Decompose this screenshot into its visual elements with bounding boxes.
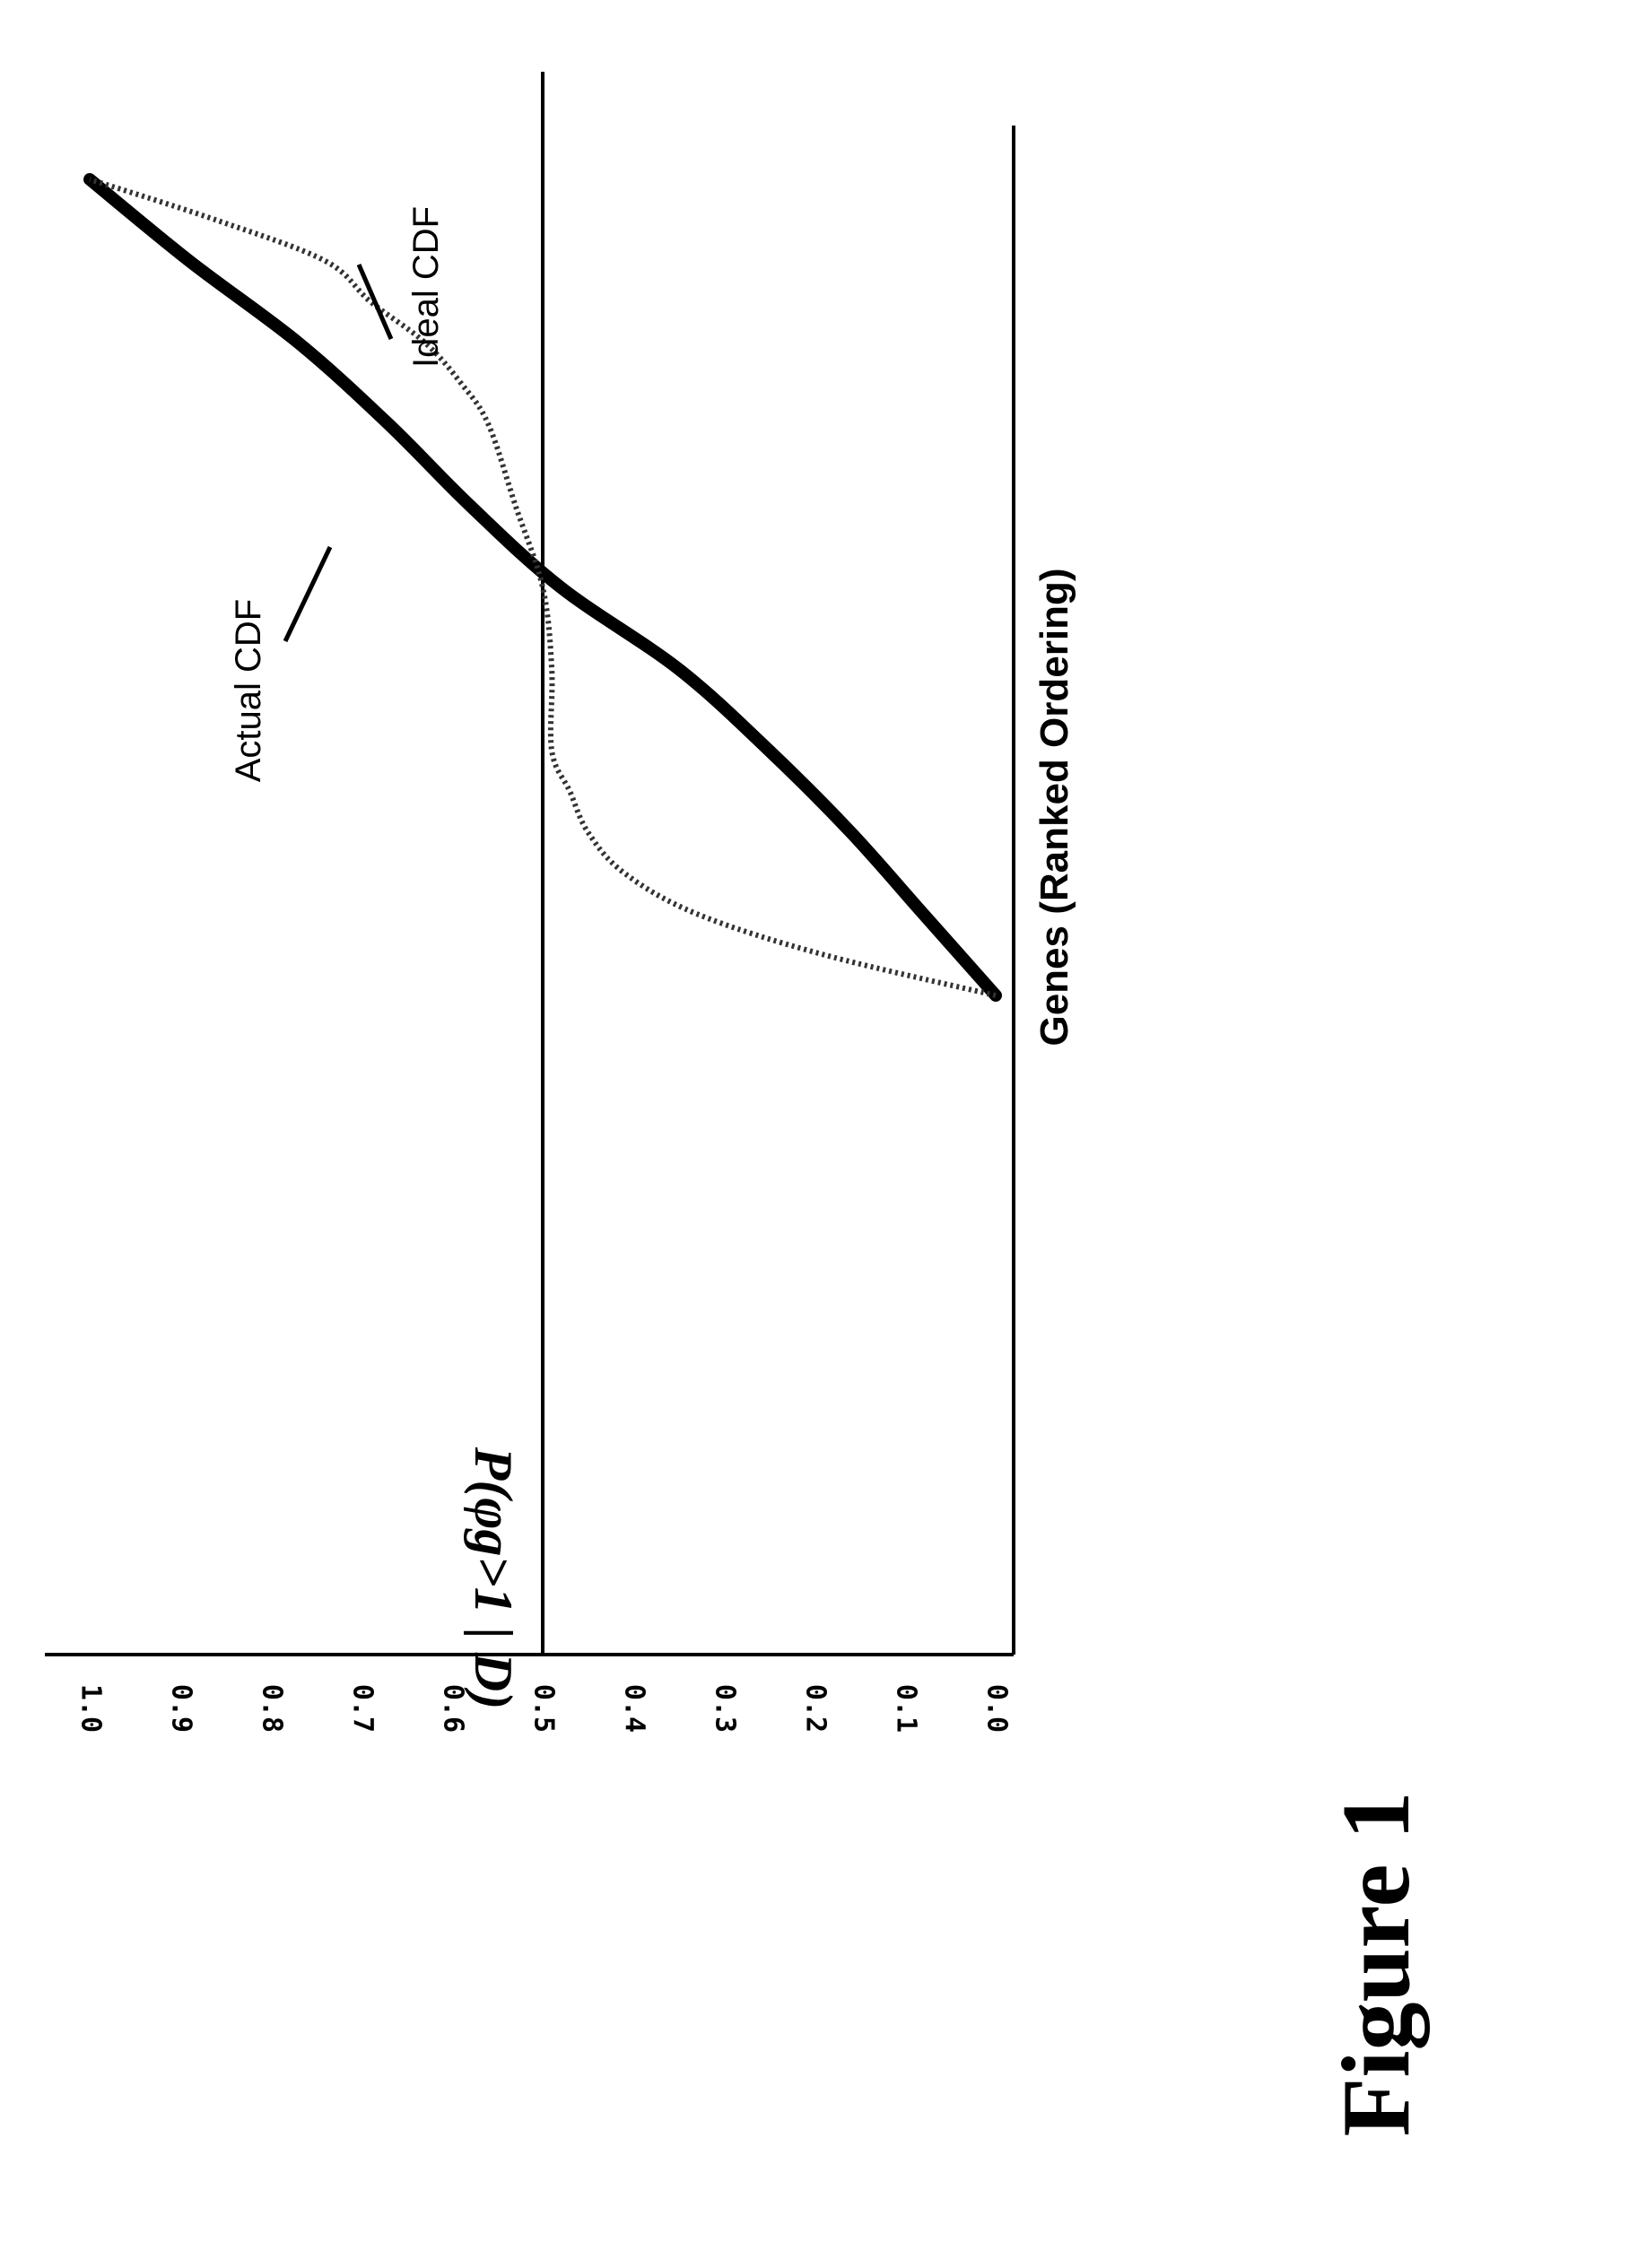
actual-cdf-leader-line [285,547,330,641]
x-axis-label: Genes (Ranked Ordering) [1032,568,1076,1046]
y-tick-label: 0.0 [981,1684,1013,1733]
plot-area: 0.00.10.20.30.40.50.60.70.80.91.0Actual … [45,72,1014,1733]
y-tick-label: 0.4 [619,1684,650,1733]
y-tick-label: 0.1 [891,1684,922,1733]
ideal-cdf-leader-line [359,265,391,339]
y-tick-label: 0.7 [347,1684,379,1733]
y-tick-label: 0.2 [800,1684,832,1733]
y-tick-label: 0.8 [257,1684,288,1733]
y-tick-label: 0.3 [710,1684,741,1733]
y-tick-label: 1.0 [75,1684,107,1733]
y-axis-label: P(φg>1 | D) [464,1447,523,1709]
y-tick-label: 0.5 [528,1684,560,1733]
actual-cdf-annotation: Actual CDF [229,599,268,783]
y-tick-label: 0.9 [166,1684,197,1733]
figure-label: Figure 1 [1323,1792,1430,2137]
ideal-cdf-annotation: Ideal CDF [406,206,446,368]
